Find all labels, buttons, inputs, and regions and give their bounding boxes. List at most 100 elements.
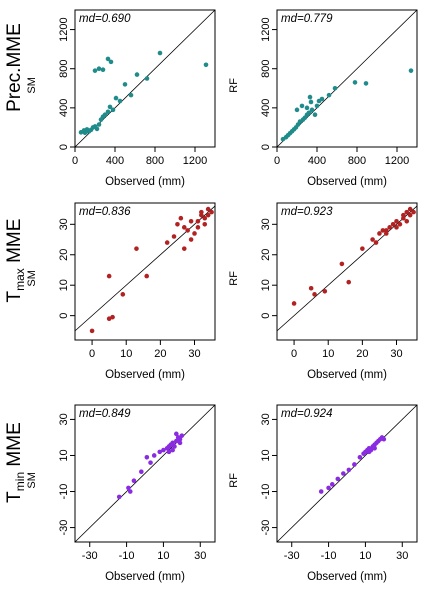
data-point <box>304 105 310 111</box>
data-point <box>308 285 314 291</box>
x-axis-label: Observed (mm) <box>105 369 185 381</box>
x-tick-label: 30 <box>396 550 408 562</box>
x-tick-label: 30 <box>188 348 200 360</box>
data-point <box>387 225 392 230</box>
x-tick-label: 400 <box>106 155 124 167</box>
one-to-one-line <box>276 404 418 543</box>
y-tick-label: 1200 <box>58 17 70 41</box>
data-point <box>108 59 114 65</box>
data-point <box>309 107 315 113</box>
x-tick-label: 1200 <box>183 155 207 167</box>
y-tick-label: 20 <box>58 249 70 261</box>
data-point <box>126 485 131 491</box>
data-point <box>299 103 305 109</box>
md-annotation: md=0.690 <box>79 13 131 25</box>
data-point <box>127 489 133 494</box>
data-point <box>357 454 363 460</box>
data-point <box>96 122 102 127</box>
data-point <box>161 447 166 453</box>
x-tick-label: -30 <box>82 550 98 562</box>
row-label-precip: Prec.MME <box>4 23 25 112</box>
data-point <box>332 85 338 91</box>
y-axis-label: SM <box>26 270 38 287</box>
data-point <box>166 449 172 455</box>
data-point <box>360 246 365 251</box>
y-axis-label: RF <box>228 473 240 488</box>
data-point <box>166 444 172 449</box>
panel-0-0: 0 400 800 1200 0 400 800 1200 md=0.690 Observed (… <box>26 9 216 188</box>
data-point <box>370 237 375 242</box>
data-point <box>113 95 119 101</box>
row-label-min: Tmin MME <box>4 422 27 503</box>
data-point <box>341 471 346 476</box>
data-point <box>148 460 153 465</box>
data-point <box>408 68 414 73</box>
data-point <box>174 431 179 437</box>
data-point <box>110 314 115 320</box>
y-tick-label: 30 <box>260 218 272 230</box>
panel-1-1: 0 10 20 30 0 10 20 30 md=0.923 Observed (mm) RF <box>228 202 418 381</box>
one-to-one-line <box>276 9 418 148</box>
x-tick-label: 10 <box>359 550 371 562</box>
y-tick-label: -10 <box>58 484 70 500</box>
x-tick-label: 30 <box>390 348 402 360</box>
data-point <box>308 99 314 105</box>
plot-frame <box>74 404 216 543</box>
data-point <box>144 76 150 81</box>
data-point <box>172 444 177 449</box>
plot-frame <box>276 9 418 148</box>
data-point <box>175 222 180 227</box>
data-point <box>164 240 170 245</box>
data-point <box>363 81 369 86</box>
data-point <box>122 82 128 87</box>
y-tick-label: -10 <box>260 484 272 500</box>
y-tick-label: 30 <box>58 218 70 230</box>
one-to-one-line <box>74 205 216 332</box>
data-point <box>131 478 137 484</box>
data-point <box>106 273 112 279</box>
plot-frame <box>276 202 418 341</box>
x-tick-label: 10 <box>322 348 334 360</box>
x-tick-label: 1200 <box>385 155 409 167</box>
data-point <box>319 96 325 102</box>
x-tick-label: 20 <box>356 348 368 360</box>
data-point <box>107 104 113 110</box>
md-annotation: md=0.923 <box>281 206 333 218</box>
y-tick-label: -30 <box>260 520 272 536</box>
data-point <box>373 240 379 245</box>
plot-frame <box>74 202 216 341</box>
data-point <box>202 215 208 221</box>
x-tick-label: 10 <box>120 348 132 360</box>
data-point <box>411 209 416 215</box>
data-point <box>195 218 201 224</box>
data-point <box>404 218 410 224</box>
data-point <box>116 494 122 500</box>
data-point <box>170 447 175 453</box>
data-point <box>380 228 386 233</box>
data-point <box>407 206 413 212</box>
data-point <box>318 489 324 494</box>
y-tick-label: 0 <box>58 144 70 150</box>
data-point <box>105 109 111 115</box>
data-point <box>171 234 177 239</box>
y-tick-label: 30 <box>260 413 272 425</box>
data-point <box>105 56 111 62</box>
data-point <box>120 292 126 297</box>
data-point <box>335 476 341 482</box>
row-label-subscript: min <box>13 472 27 491</box>
data-point <box>188 218 194 224</box>
panel-0-1: 0 400 800 1200 0 400 800 1200 md=0.779 Observed (… <box>228 9 418 188</box>
y-tick-label: 1200 <box>260 17 272 41</box>
data-point <box>390 222 396 227</box>
data-point <box>339 261 345 267</box>
data-point <box>128 92 134 98</box>
x-tick-label: 800 <box>348 155 366 167</box>
row-label-prefix: T <box>4 491 25 503</box>
data-point <box>307 94 313 100</box>
data-point <box>394 218 399 224</box>
y-axis-label: SM <box>26 77 38 94</box>
y-tick-label: 30 <box>58 413 70 425</box>
data-point <box>181 246 187 251</box>
